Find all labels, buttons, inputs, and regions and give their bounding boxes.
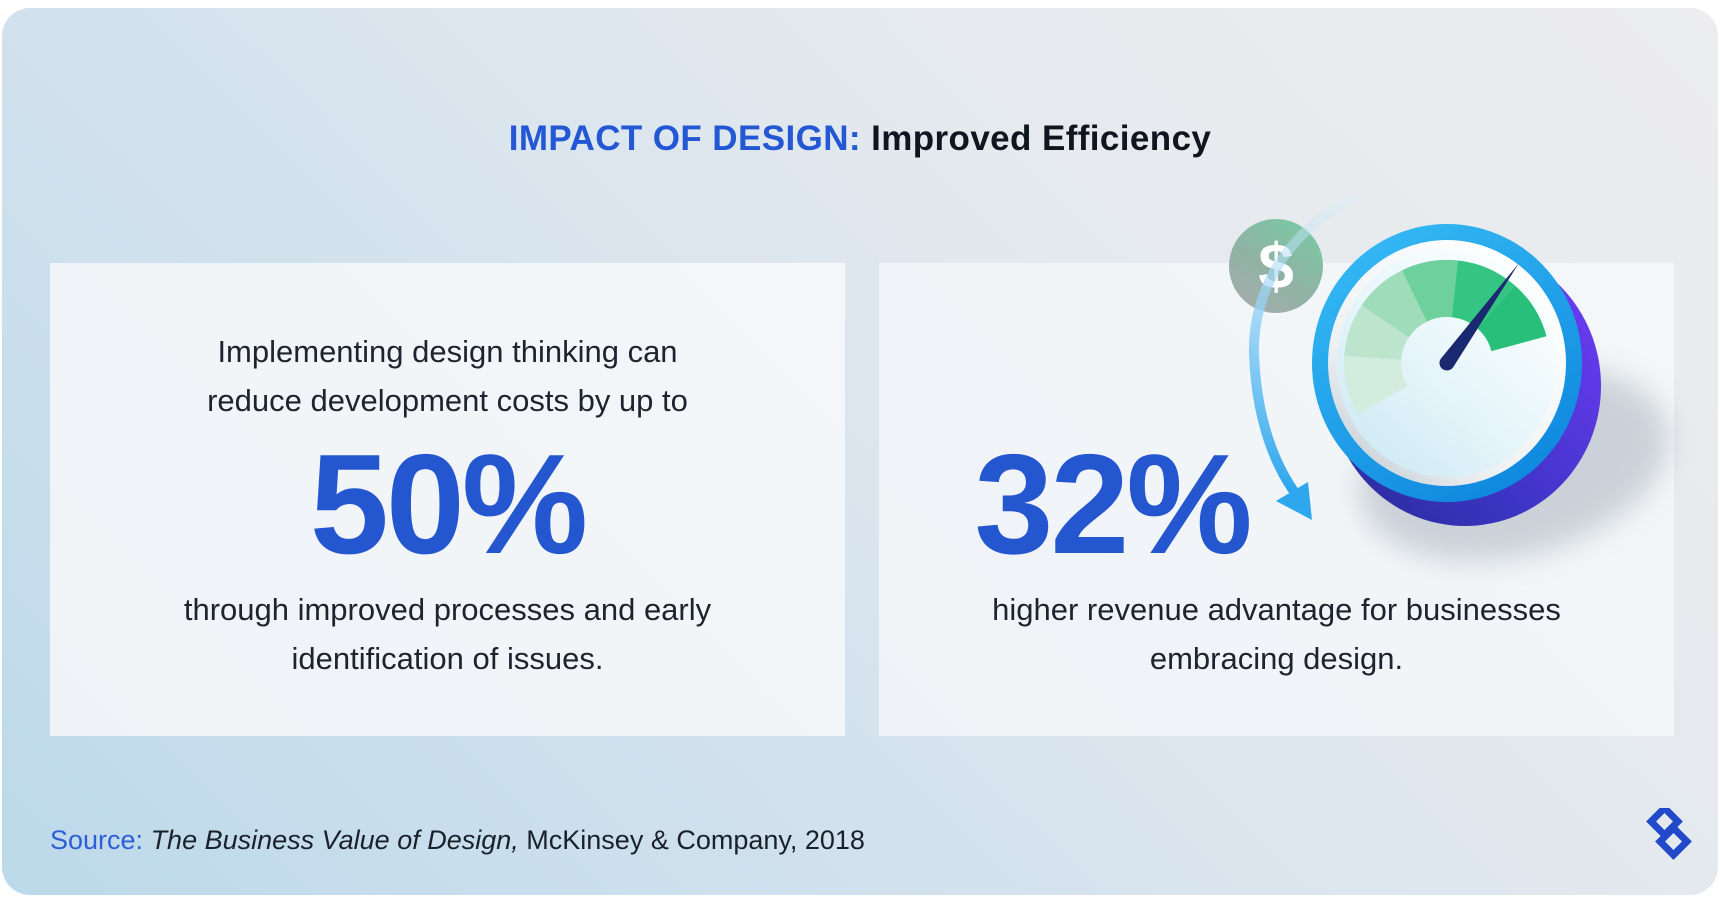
page-title: IMPACT OF DESIGN: Improved Efficiency bbox=[2, 114, 1718, 164]
card-outro-line: through improved processes and early bbox=[183, 592, 712, 627]
card-intro-line: reduce development costs by up to bbox=[207, 383, 688, 418]
card-outro-text: higher revenue advantage for businesses … bbox=[947, 585, 1607, 683]
swoosh-arrow-icon bbox=[1248, 193, 1360, 520]
speedometer-illustration: $ bbox=[1229, 193, 1669, 562]
card-intro-line: Implementing design thinking can bbox=[217, 334, 678, 369]
page-title-emphasis: Improved Efficiency bbox=[860, 119, 1212, 158]
card-outro-line: embracing design. bbox=[1149, 641, 1404, 676]
page-title-prefix: IMPACT OF DESIGN: bbox=[508, 119, 861, 158]
source-work-title: The Business Value of Design, bbox=[143, 825, 519, 855]
stat-card-design-thinking: Implementing design thinking can reduce … bbox=[50, 263, 845, 736]
gauge-needle bbox=[1439, 263, 1519, 371]
infographic-canvas: IMPACT OF DESIGN: Improved Efficiency Im… bbox=[2, 8, 1718, 895]
registered-mark: ® bbox=[1682, 836, 1690, 847]
source-publisher: McKinsey & Company, 2018 bbox=[518, 825, 865, 855]
source-label: Source: bbox=[50, 825, 144, 855]
toptal-logo-icon: ® bbox=[1646, 808, 1692, 860]
card-outro-line: higher revenue advantage for businesses bbox=[992, 592, 1561, 627]
card-outro-text: through improved processes and early ide… bbox=[118, 585, 778, 683]
stat-value-32: 32% bbox=[974, 425, 1252, 584]
card-outro-line: identification of issues. bbox=[291, 641, 604, 676]
source-line: Source: The Business Value of Design, Mc… bbox=[50, 820, 865, 860]
card-intro-text: Implementing design thinking can reduce … bbox=[148, 327, 748, 425]
speedometer-icon bbox=[1312, 224, 1601, 526]
stat-value-50: 50% bbox=[309, 425, 588, 584]
